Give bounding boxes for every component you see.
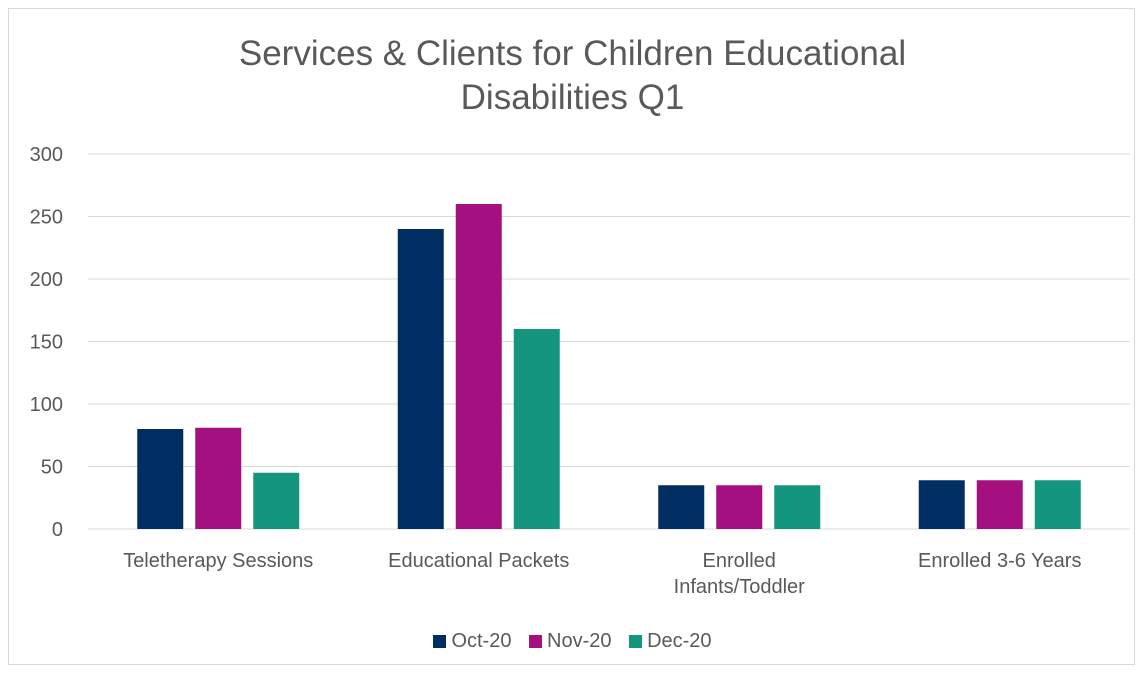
chart-title-line-1: Services & Clients for Children Educatio…	[238, 34, 907, 73]
legend-item-dec-20: Dec-20	[629, 628, 712, 654]
y-tick-label-250: 250	[30, 207, 63, 229]
legend-label-nov-20: Nov-20	[547, 630, 612, 652]
bar-dec-20-cat-0	[253, 472, 300, 529]
bar-oct-20-cat-1	[397, 229, 444, 529]
legend: Oct-20 Nov-20 Dec-20	[0, 628, 1145, 655]
legend-swatch-dec-20	[629, 634, 643, 648]
bar-dec-20-cat-2	[774, 485, 821, 529]
bar-nov-20-cat-0	[195, 427, 242, 529]
bar-oct-20-cat-2	[658, 485, 705, 529]
category-label-2-line-1: Infants/Toddler	[674, 576, 806, 598]
y-tick-label-300: 300	[30, 144, 63, 166]
bar-nov-20-cat-1	[455, 204, 502, 529]
chart-title-line-2: Disabilities Q1	[460, 78, 685, 117]
bar-oct-20-cat-0	[137, 429, 184, 529]
category-label-1-line-0: Educational Packets	[388, 550, 569, 572]
bar-dec-20-cat-3	[1034, 480, 1081, 529]
category-labels: Teletherapy Sessions Educational Packets E…	[123, 550, 1081, 598]
legend-label-dec-20: Dec-20	[647, 630, 712, 652]
chart-frame	[8, 8, 1135, 665]
chart-title: Services & Clients for Children Educatio…	[0, 32, 1145, 120]
category-label-3-line-0: Enrolled 3-6 Years	[918, 550, 1081, 572]
legend-item-oct-20: Oct-20	[433, 628, 511, 654]
y-tick-label-150: 150	[30, 332, 63, 354]
legend-swatch-oct-20	[433, 634, 447, 648]
y-tick-label-200: 200	[30, 269, 63, 291]
y-axis-ticks: 0 50 100 150 200 250 300	[30, 144, 63, 541]
legend-swatch-nov-20	[529, 634, 543, 648]
y-tick-label-50: 50	[41, 457, 63, 479]
gridlines	[88, 153, 1130, 530]
legend-label-oct-20: Oct-20	[451, 630, 512, 652]
legend-item-nov-20: Nov-20	[529, 628, 612, 654]
category-label-0-line-0: Teletherapy Sessions	[123, 550, 313, 572]
bar-nov-20-cat-3	[976, 480, 1023, 529]
bar-oct-20-cat-3	[918, 480, 965, 529]
y-tick-label-0: 0	[52, 519, 63, 541]
y-tick-label-100: 100	[30, 394, 63, 416]
bars	[137, 204, 1081, 529]
bar-dec-20-cat-1	[513, 329, 560, 529]
category-label-2-line-0: Enrolled	[703, 550, 776, 572]
bar-nov-20-cat-2	[716, 485, 763, 529]
